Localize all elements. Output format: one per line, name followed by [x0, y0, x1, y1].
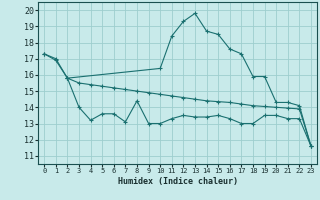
- X-axis label: Humidex (Indice chaleur): Humidex (Indice chaleur): [118, 177, 238, 186]
